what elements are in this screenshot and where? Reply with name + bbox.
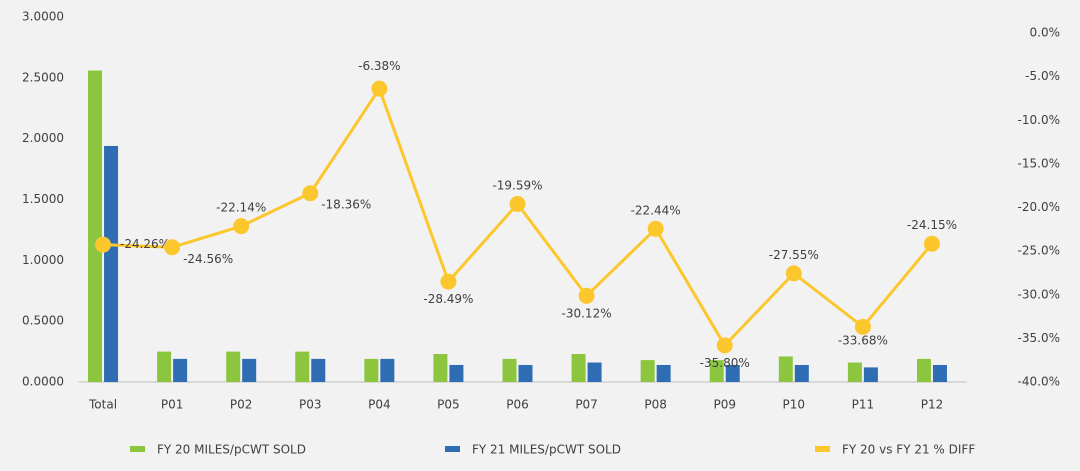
data-label: -27.55% [769,248,819,262]
bar [932,364,947,382]
y-tick-label: 1.0000 [22,253,64,267]
x-tick-label: P04 [368,398,391,412]
x-tick-label: P05 [437,398,460,412]
bar [173,358,188,382]
bar [449,364,464,382]
bar [502,358,517,382]
bar [725,364,740,382]
bar [88,70,103,383]
y-tick-label: 2.0000 [22,131,64,145]
bar [794,364,809,382]
data-label: -33.68% [838,333,888,347]
line-marker [509,195,526,212]
x-tick-label: P08 [644,398,667,412]
bar [778,356,793,382]
line [102,85,934,348]
data-label: -24.26% [120,237,170,251]
bar [242,358,257,382]
bar [656,364,671,382]
bar [709,360,724,382]
x-tick-label: P03 [299,398,322,412]
bar [916,358,931,382]
legend-label: FY 21 MILES/pCWT SOLD [472,443,621,457]
bar [104,145,119,382]
y-tick-label: 1.5000 [22,192,64,206]
data-label: -22.14% [216,201,266,215]
x-tick-label: P10 [783,398,806,412]
y-tick-label: 0.5000 [22,314,64,328]
bar [311,358,326,382]
line-marker [233,218,250,235]
x-tick-label: P11 [852,398,875,412]
y2-tick-label: -15.0% [1018,156,1060,170]
line-marker [371,80,388,97]
line-marker [854,318,871,335]
x-tick-label: P09 [713,398,736,412]
legend-label: FY 20 MILES/pCWT SOLD [157,443,306,457]
y-tick-label: 3.0000 [22,10,64,24]
data-label: -24.56% [183,252,233,266]
x-tick-label: P02 [230,398,253,412]
legend-swatch [445,446,460,452]
data-label: -28.49% [423,292,473,306]
line-marker [578,287,595,304]
legend-swatch [815,446,830,452]
y2-tick-label: -40.0% [1018,375,1060,389]
data-label: -19.59% [492,178,542,192]
line-marker [785,265,802,282]
y-tick-label: 2.5000 [22,70,64,84]
y2-tick-label: -20.0% [1018,200,1060,214]
bar [587,362,602,382]
legend-label: FY 20 vs FY 21 % DIFF [842,443,975,457]
bar [640,360,655,382]
data-label: -24.15% [907,218,957,232]
bar [847,362,862,382]
bar [364,358,379,382]
x-tick-label: P07 [575,398,598,412]
y2-tick-label: -30.0% [1018,287,1060,301]
bar [518,364,533,382]
data-label: -18.36% [321,198,371,212]
line-marker [164,239,181,256]
line-marker [440,273,457,290]
y2-tick-label: -35.0% [1018,331,1060,345]
line-marker [716,337,733,354]
x-tick-label: P01 [161,398,184,412]
bar [433,354,448,382]
bar [295,351,310,382]
y2-tick-label: -5.0% [1025,69,1060,83]
bar [157,351,172,382]
data-label: -22.44% [631,203,681,217]
line-marker [95,236,112,253]
y2-tick-label: 0.0% [1030,26,1061,40]
line-marker [647,220,664,237]
x-tick-label: P12 [921,398,944,412]
bar [863,367,878,382]
bar [380,358,395,382]
legend-swatch [130,446,145,452]
line-marker [923,235,940,252]
x-tick-label: P06 [506,398,529,412]
bar [226,351,241,382]
data-label: -6.38% [358,59,400,73]
y-tick-label: 0.0000 [22,375,64,389]
y2-tick-label: -25.0% [1018,244,1060,258]
x-tick-label: Total [88,398,117,412]
data-label: -35.80% [700,356,750,370]
y2-tick-label: -10.0% [1018,113,1060,127]
bar [571,354,586,382]
line-marker [302,185,319,202]
data-label: -30.12% [562,306,612,320]
